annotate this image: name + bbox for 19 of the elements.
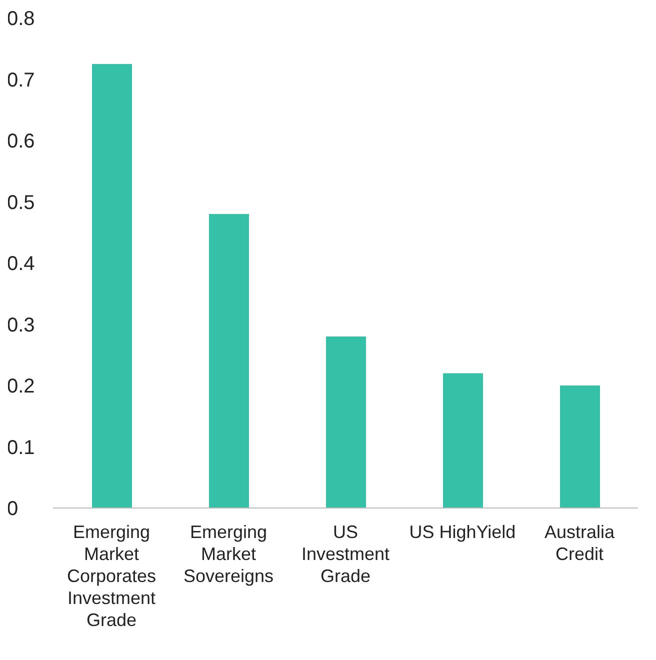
bar: [209, 214, 249, 508]
x-tick-label: Australia Credit: [544, 522, 616, 564]
x-tick-label: Emerging Market Corporates Investment Grade: [66, 522, 156, 630]
y-tick-label: 0.4: [7, 253, 35, 276]
y-tick-label: 0.8: [7, 8, 35, 30]
bar: [443, 373, 483, 508]
x-tick-label: Emerging Market Sovereigns: [183, 522, 274, 586]
bar: [92, 64, 132, 508]
y-tick-label: 0.1: [7, 436, 35, 459]
bar: [560, 386, 600, 508]
bar: [326, 336, 366, 508]
y-tick-label: 0.2: [7, 376, 35, 398]
x-tick-label: US HighYield: [409, 522, 516, 542]
y-tick-label: 0.5: [7, 192, 35, 214]
y-tick-label: 0: [7, 498, 18, 520]
y-tick-label: 0.7: [7, 69, 35, 92]
y-tick-label: 0.6: [7, 130, 35, 153]
y-tick-label: 0.3: [7, 314, 35, 336]
x-tick-label: US Investment Grade: [301, 522, 390, 586]
